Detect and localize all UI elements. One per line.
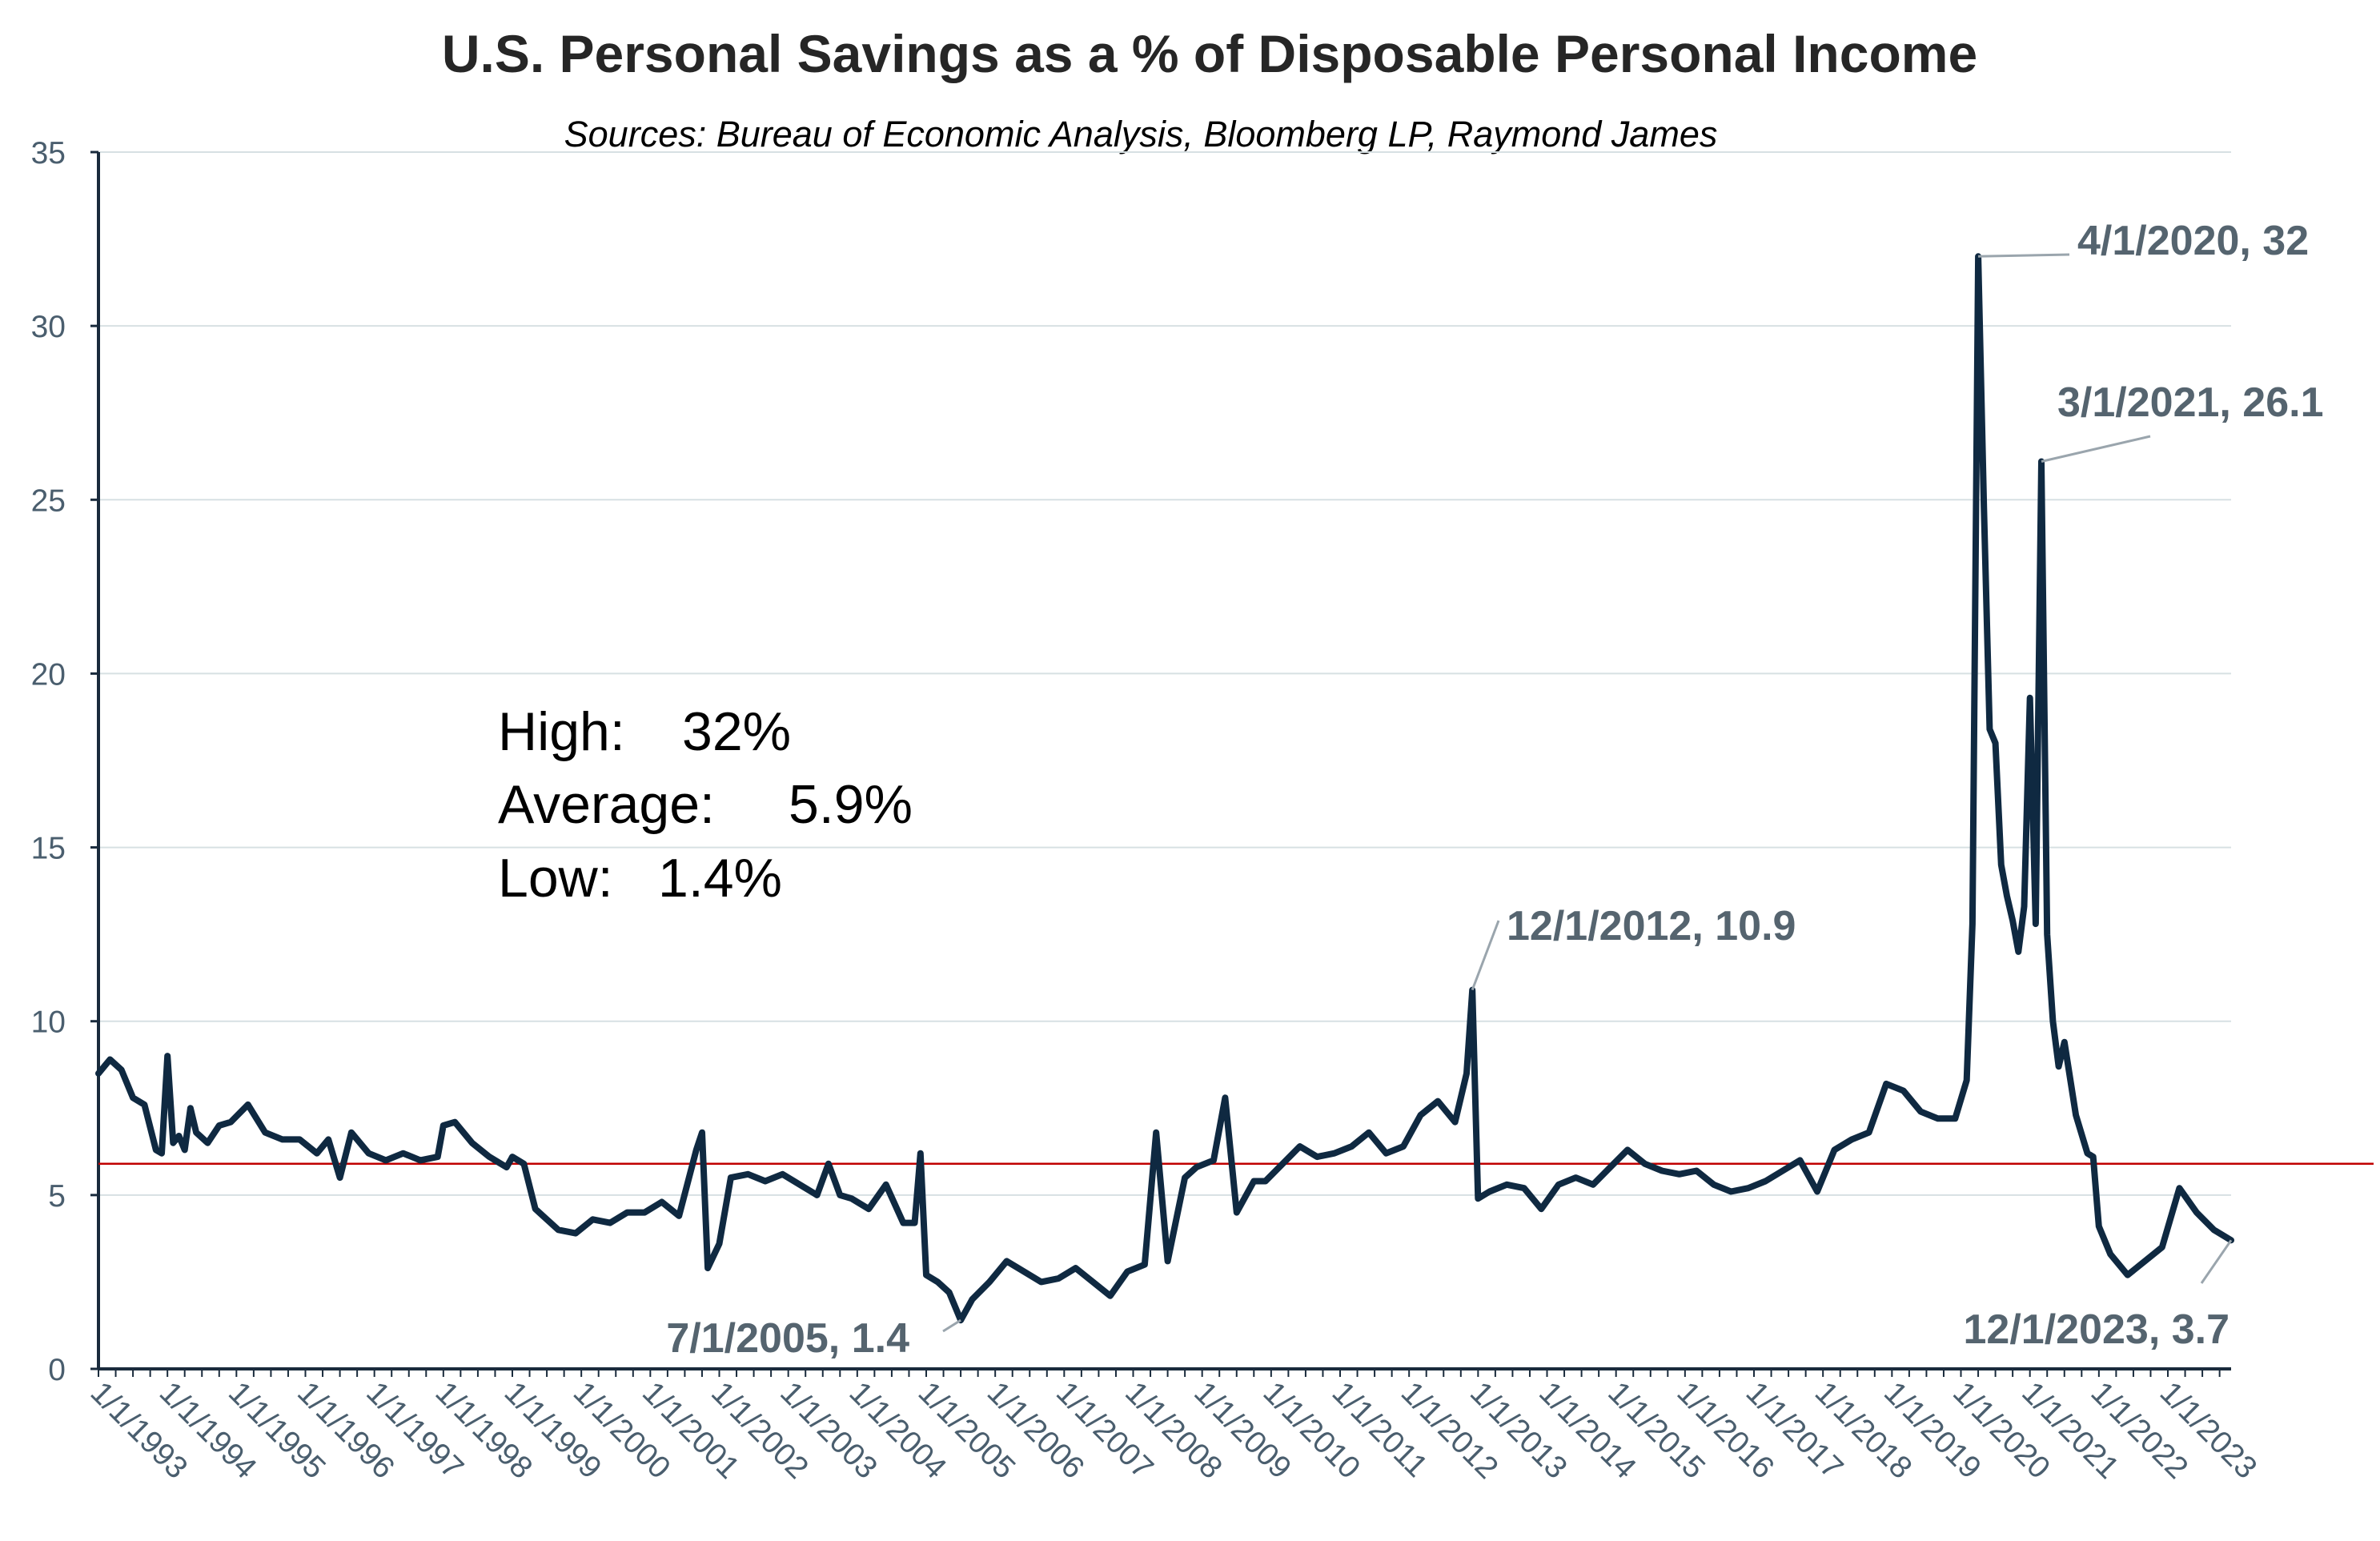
y-tick-label-30: 30: [31, 310, 66, 344]
annotation-label-7-1-2005: 7/1/2005, 1.4: [666, 1315, 909, 1362]
annotation-leader-7-1-2005: [942, 1318, 961, 1333]
y-tick-label-0: 0: [48, 1353, 66, 1387]
chart-title: U.S. Personal Savings as a % of Disposab…: [442, 24, 1977, 83]
gridlines: [98, 151, 2231, 1196]
stats-box: High: 32% Average: 5.9% Low: 1.4%: [498, 701, 913, 909]
annotation-label-12-1-2012: 12/1/2012, 10.9: [1507, 903, 1796, 949]
y-tick-label-20: 20: [31, 657, 66, 692]
y-axis-tick-labels: 0 5 10 15 20 25 30 35: [31, 136, 66, 1387]
chart-subtitle: Sources: Bureau of Economic Analysis, Bl…: [564, 114, 1718, 155]
annotations: 4/1/2020, 32 3/1/2021, 26.1 12/1/2012, 10.…: [666, 218, 2323, 1362]
savings-rate-series-line: [95, 253, 2234, 1324]
annotation-leader-4-1-2020: [1978, 253, 2070, 258]
stats-average-label: Average:: [498, 774, 715, 835]
stats-high-value: 32%: [682, 701, 791, 762]
annotation-leader-12-1-2023: [2200, 1239, 2233, 1284]
y-tick-label-15: 15: [31, 832, 66, 866]
annotation-label-3-1-2021: 3/1/2021, 26.1: [2057, 379, 2324, 426]
y-tick-label-25: 25: [31, 484, 66, 518]
stats-low-label: Low:: [498, 848, 613, 909]
annotation-label-4-1-2020: 4/1/2020, 32: [2077, 218, 2309, 264]
stats-average-value: 5.9%: [789, 774, 913, 835]
stats-high-label: High:: [498, 701, 625, 762]
y-tick-label-35: 35: [31, 136, 66, 171]
y-tick-label-10: 10: [31, 1005, 66, 1040]
y-tick-label-5: 5: [48, 1179, 66, 1214]
stats-low-value: 1.4%: [658, 848, 782, 909]
axes: [90, 150, 2231, 1377]
annotation-label-12-1-2023: 12/1/2023, 3.7: [1963, 1306, 2229, 1353]
annotation-leader-12-1-2012: [1471, 920, 1500, 991]
annotation-leader-3-1-2021: [2041, 435, 2151, 463]
